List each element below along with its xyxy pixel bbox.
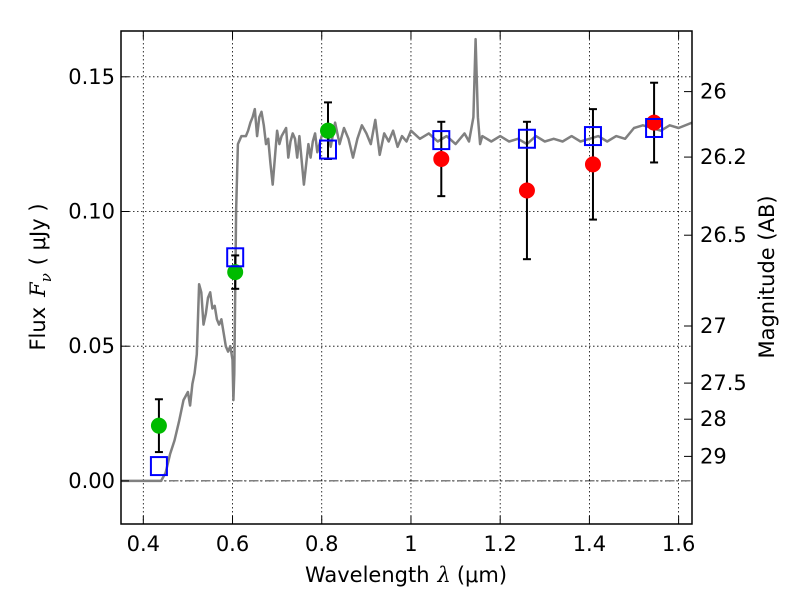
x-tick-label: 0.8 — [305, 532, 338, 556]
x-tick-label: 1 — [404, 532, 417, 556]
y2-axis-label: Magnitude (AB) — [755, 195, 779, 358]
grid — [121, 31, 692, 524]
observed-flux-point — [150, 417, 167, 434]
mag-tick-label: 26.2 — [700, 145, 747, 169]
y-tick-label: 0.05 — [68, 334, 115, 358]
observed-flux-point — [433, 150, 450, 167]
model-flux-square — [432, 130, 451, 151]
observed-flux-point — [319, 122, 336, 139]
model-flux-square — [517, 128, 536, 149]
x-tick-label: 1.2 — [483, 532, 516, 556]
x-axis-label: Wavelength λ (μm) — [305, 563, 507, 587]
plot-background — [121, 31, 692, 524]
model-flux-square — [583, 126, 602, 147]
x-tick-label: 1.6 — [662, 532, 695, 556]
x-tick-label: 0.6 — [216, 532, 249, 556]
observed-flux-point — [584, 156, 601, 173]
observed-flux-point — [227, 264, 244, 281]
observed-flux-point — [518, 182, 535, 199]
model-spectrum-line — [121, 37, 692, 483]
y-tick-label: 0.10 — [68, 199, 115, 223]
x-tick-label: 0.4 — [127, 532, 160, 556]
y-tick-label: 0.00 — [68, 469, 115, 493]
y-tick-label: 0.15 — [68, 65, 115, 89]
observed-flux-point — [646, 114, 663, 131]
plot-area — [121, 37, 692, 483]
model-flux-square — [226, 247, 245, 268]
model-flux-square — [149, 456, 168, 477]
mag-tick-label: 27 — [700, 314, 727, 338]
mag-tick-label: 29 — [700, 444, 727, 468]
mag-tick-label: 27.5 — [700, 371, 747, 395]
mag-tick-label: 26 — [700, 80, 727, 104]
model-flux-square — [645, 117, 664, 138]
mag-tick-label: 26.5 — [700, 223, 747, 247]
model-flux-square — [318, 139, 337, 160]
plot-frame — [120, 30, 693, 525]
mag-tick-label: 28 — [700, 407, 727, 431]
axes-ticks: 0.4 0.6 0.8 1 1.2 1.4 1.6 0.00 0.05 0.10 0.15 26 26.… — [68, 31, 747, 556]
y-axis-label: FluxFν( μJy ) — [26, 203, 55, 350]
x-tick-label: 1.4 — [573, 532, 606, 556]
